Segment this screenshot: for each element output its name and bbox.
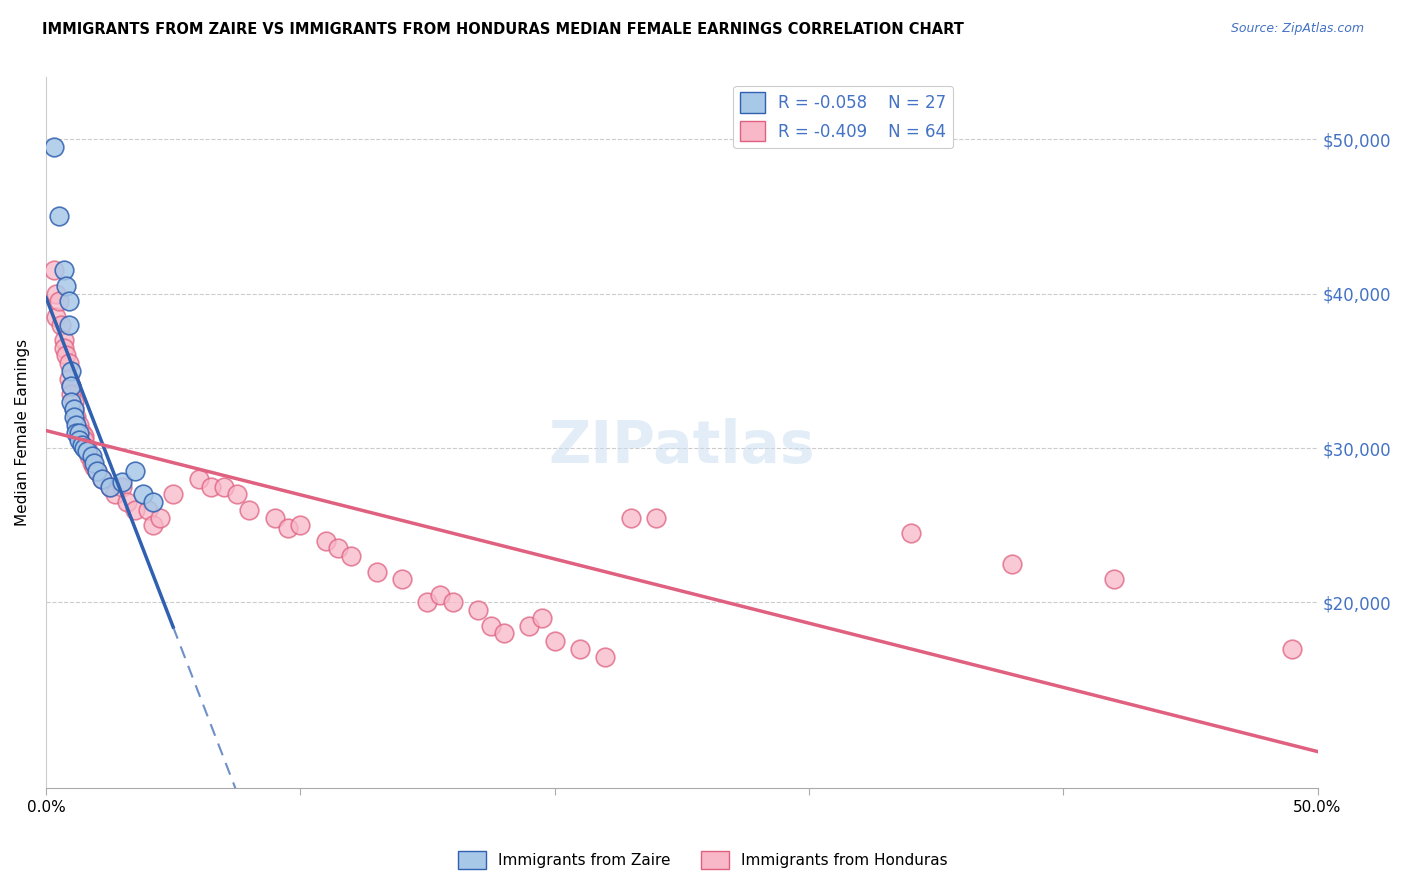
Point <box>595 649 617 664</box>
Point <box>63 394 86 409</box>
Point <box>52 333 75 347</box>
Point <box>277 521 299 535</box>
Point <box>1001 557 1024 571</box>
Point <box>90 472 112 486</box>
Point <box>142 495 165 509</box>
Point <box>131 487 153 501</box>
Point <box>479 618 502 632</box>
Point <box>52 263 75 277</box>
Point <box>65 410 87 425</box>
Point <box>366 565 388 579</box>
Point <box>98 480 121 494</box>
Point <box>60 387 83 401</box>
Point <box>67 417 90 432</box>
Point <box>98 480 121 494</box>
Point <box>60 379 83 393</box>
Point <box>900 525 922 540</box>
Point <box>441 595 464 609</box>
Point <box>70 425 93 440</box>
Point <box>517 618 540 632</box>
Legend: Immigrants from Zaire, Immigrants from Honduras: Immigrants from Zaire, Immigrants from H… <box>453 845 953 875</box>
Point <box>530 611 553 625</box>
Point <box>391 572 413 586</box>
Point <box>86 464 108 478</box>
Point <box>136 503 159 517</box>
Point <box>142 518 165 533</box>
Point <box>48 294 70 309</box>
Point <box>52 341 75 355</box>
Point <box>290 518 312 533</box>
Point <box>58 371 80 385</box>
Point <box>543 634 565 648</box>
Point <box>429 588 451 602</box>
Point <box>90 472 112 486</box>
Point <box>492 626 515 640</box>
Point <box>340 549 363 563</box>
Point <box>187 472 209 486</box>
Point <box>76 441 98 455</box>
Point <box>63 402 86 417</box>
Point <box>80 457 103 471</box>
Point <box>315 533 337 548</box>
Point <box>1102 572 1125 586</box>
Point <box>569 641 592 656</box>
Point <box>83 457 105 471</box>
Point <box>67 425 90 440</box>
Point <box>83 459 105 474</box>
Point <box>111 475 134 489</box>
Point <box>73 441 96 455</box>
Text: IMMIGRANTS FROM ZAIRE VS IMMIGRANTS FROM HONDURAS MEDIAN FEMALE EARNINGS CORRELA: IMMIGRANTS FROM ZAIRE VS IMMIGRANTS FROM… <box>42 22 965 37</box>
Text: Source: ZipAtlas.com: Source: ZipAtlas.com <box>1230 22 1364 36</box>
Point <box>76 444 98 458</box>
Point <box>42 140 65 154</box>
Text: ZIPatlas: ZIPatlas <box>548 418 815 475</box>
Point <box>60 379 83 393</box>
Point <box>45 310 67 324</box>
Point <box>65 417 87 432</box>
Y-axis label: Median Female Earnings: Median Female Earnings <box>15 339 30 526</box>
Point <box>70 438 93 452</box>
Point <box>645 510 668 524</box>
Point <box>104 487 127 501</box>
Point <box>328 541 350 556</box>
Point <box>263 510 285 524</box>
Point <box>63 410 86 425</box>
Point <box>73 434 96 448</box>
Point <box>58 356 80 370</box>
Point <box>124 464 146 478</box>
Point <box>58 294 80 309</box>
Point <box>58 318 80 332</box>
Point <box>77 449 100 463</box>
Point <box>117 495 139 509</box>
Point <box>212 480 235 494</box>
Point <box>1281 641 1303 656</box>
Point <box>111 480 134 494</box>
Point <box>55 348 77 362</box>
Point <box>51 318 73 332</box>
Point <box>620 510 643 524</box>
Point <box>86 464 108 478</box>
Point <box>67 434 90 448</box>
Point <box>238 503 260 517</box>
Point <box>124 503 146 517</box>
Point <box>225 487 247 501</box>
Point <box>60 394 83 409</box>
Point <box>45 286 67 301</box>
Point <box>55 279 77 293</box>
Point <box>467 603 489 617</box>
Point <box>42 263 65 277</box>
Point <box>73 428 96 442</box>
Point <box>200 480 222 494</box>
Point <box>48 210 70 224</box>
Point <box>80 449 103 463</box>
Point <box>63 402 86 417</box>
Point <box>416 595 439 609</box>
Point <box>149 510 172 524</box>
Point <box>60 364 83 378</box>
Legend: R = -0.058    N = 27, R = -0.409    N = 64: R = -0.058 N = 27, R = -0.409 N = 64 <box>734 86 953 148</box>
Point <box>162 487 184 501</box>
Point <box>65 425 87 440</box>
